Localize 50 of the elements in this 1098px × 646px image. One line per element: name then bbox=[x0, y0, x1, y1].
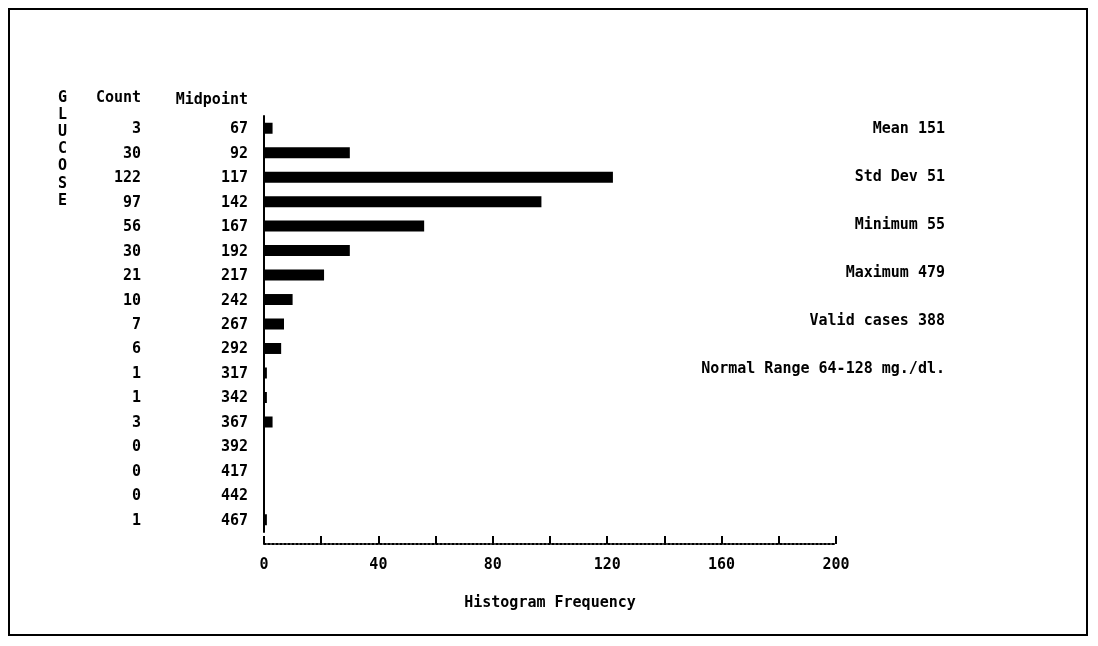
y-tick-label: 67 bbox=[229, 119, 248, 138]
y-tick-label: 417 bbox=[220, 461, 248, 480]
data-label: 21 bbox=[122, 266, 141, 285]
data-label: 56 bbox=[122, 217, 141, 236]
y-tick-label: 342 bbox=[220, 388, 248, 407]
data-label: 30 bbox=[122, 241, 141, 260]
y-tick-label: 442 bbox=[220, 486, 248, 505]
data-label: 6 bbox=[131, 339, 141, 358]
data-label: 1 bbox=[131, 388, 141, 407]
data-label: 1 bbox=[131, 510, 141, 529]
y-tick-label: 217 bbox=[220, 266, 248, 285]
annotation: Valid cases 388 bbox=[809, 310, 945, 329]
y-tick-label: 317 bbox=[220, 363, 248, 382]
x-tick-label: 80 bbox=[483, 554, 502, 573]
data-label: 0 bbox=[131, 437, 141, 456]
y-tick-label: 92 bbox=[229, 143, 248, 162]
x-tick-label: 0 bbox=[259, 554, 269, 573]
x-tick-label: 200 bbox=[822, 554, 850, 573]
x-tick-label: 120 bbox=[593, 554, 621, 573]
data-label: 10 bbox=[122, 290, 141, 309]
x-axis-title: Histogram Frequency bbox=[464, 592, 636, 611]
y-tick-label: 192 bbox=[220, 241, 248, 260]
y-tick-label: 392 bbox=[220, 437, 248, 456]
data-label: 97 bbox=[122, 192, 141, 211]
y-tick-label: 267 bbox=[220, 315, 248, 333]
data-label: 3 bbox=[131, 412, 141, 431]
y-tick-label: 367 bbox=[220, 412, 248, 431]
y-tick-label: 292 bbox=[220, 339, 248, 358]
data-label: 1 bbox=[131, 363, 141, 382]
x-tick-label: 160 bbox=[708, 554, 736, 573]
data-label: 0 bbox=[131, 486, 141, 505]
y-tick-label: 117 bbox=[220, 168, 248, 187]
x-tick-label: 40 bbox=[369, 554, 388, 573]
text: Minimum 55 bbox=[854, 214, 945, 233]
text: Mean 151 bbox=[872, 118, 945, 137]
data-label: 3 bbox=[131, 119, 141, 138]
data-label: 7 bbox=[131, 315, 141, 333]
y-tick-label: 142 bbox=[220, 192, 248, 211]
data-label: 30 bbox=[122, 143, 141, 162]
data-label: 122 bbox=[113, 168, 141, 187]
data-label: 0 bbox=[131, 461, 141, 480]
text: Count bbox=[96, 87, 142, 106]
text: GLUCOSE bbox=[58, 87, 68, 209]
text: Std Dev 51 bbox=[854, 166, 945, 185]
y-axis-title: Midpoint bbox=[175, 89, 248, 108]
y-tick-label: 242 bbox=[220, 290, 248, 309]
annotation: Normal Range 64-128 mg./dl. bbox=[701, 358, 945, 377]
y-tick-label: 467 bbox=[220, 510, 248, 529]
y-tick-label: 167 bbox=[220, 217, 248, 236]
text: Maximum 479 bbox=[845, 262, 945, 281]
